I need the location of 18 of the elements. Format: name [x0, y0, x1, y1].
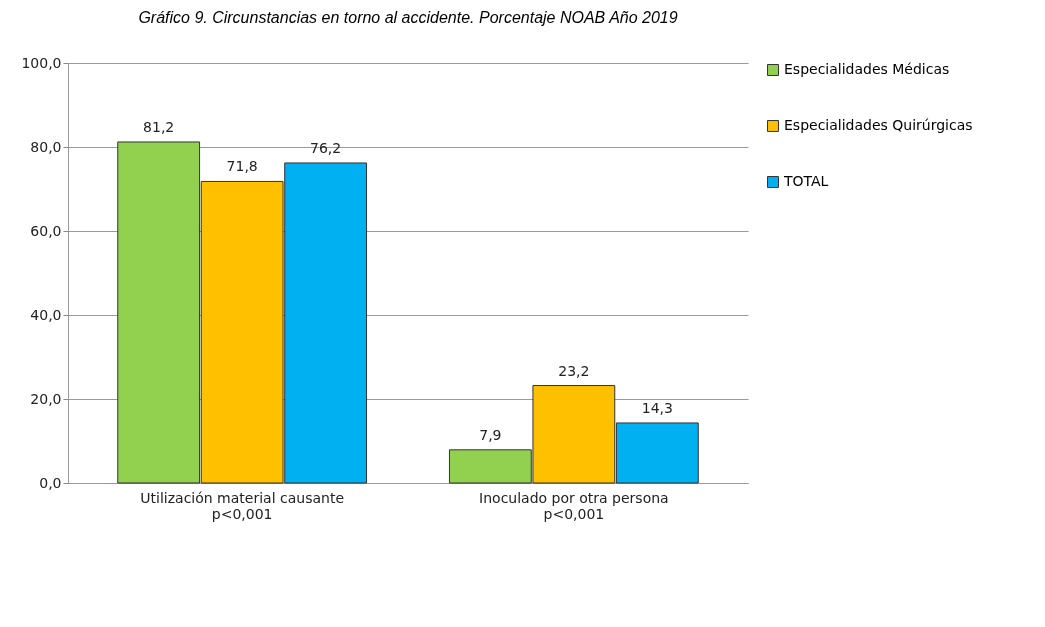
- data-label: 14,3: [641, 399, 673, 416]
- legend-label: Especialidades Quirúrgicas: [784, 117, 973, 133]
- data-label: 81,2: [143, 118, 175, 135]
- data-label: 76,2: [310, 139, 342, 156]
- y-tick-label: 100,0: [21, 54, 62, 71]
- data-label: 7,9: [479, 426, 502, 443]
- legend-label: TOTAL: [783, 173, 829, 189]
- y-tick-label: 20,0: [30, 390, 62, 407]
- data-label: 23,2: [558, 362, 590, 379]
- y-tick-label: 80,0: [30, 138, 62, 155]
- y-tick-label: 60,0: [30, 222, 62, 239]
- y-tick-label: 0,0: [39, 474, 62, 491]
- y-tick-label: 40,0: [30, 306, 62, 323]
- chart-title: Gráfico 9. Circunstancias en torno al accidente. Porcentaje NOAB Año 2019: [138, 9, 678, 26]
- legend-label: Especialidades Médicas: [784, 61, 950, 77]
- x-tick-label: Utilización material causante p<0,001: [140, 489, 344, 522]
- data-label: 71,8: [226, 158, 258, 175]
- x-tick-label: Inoculado por otra persona p<0,001: [479, 489, 669, 522]
